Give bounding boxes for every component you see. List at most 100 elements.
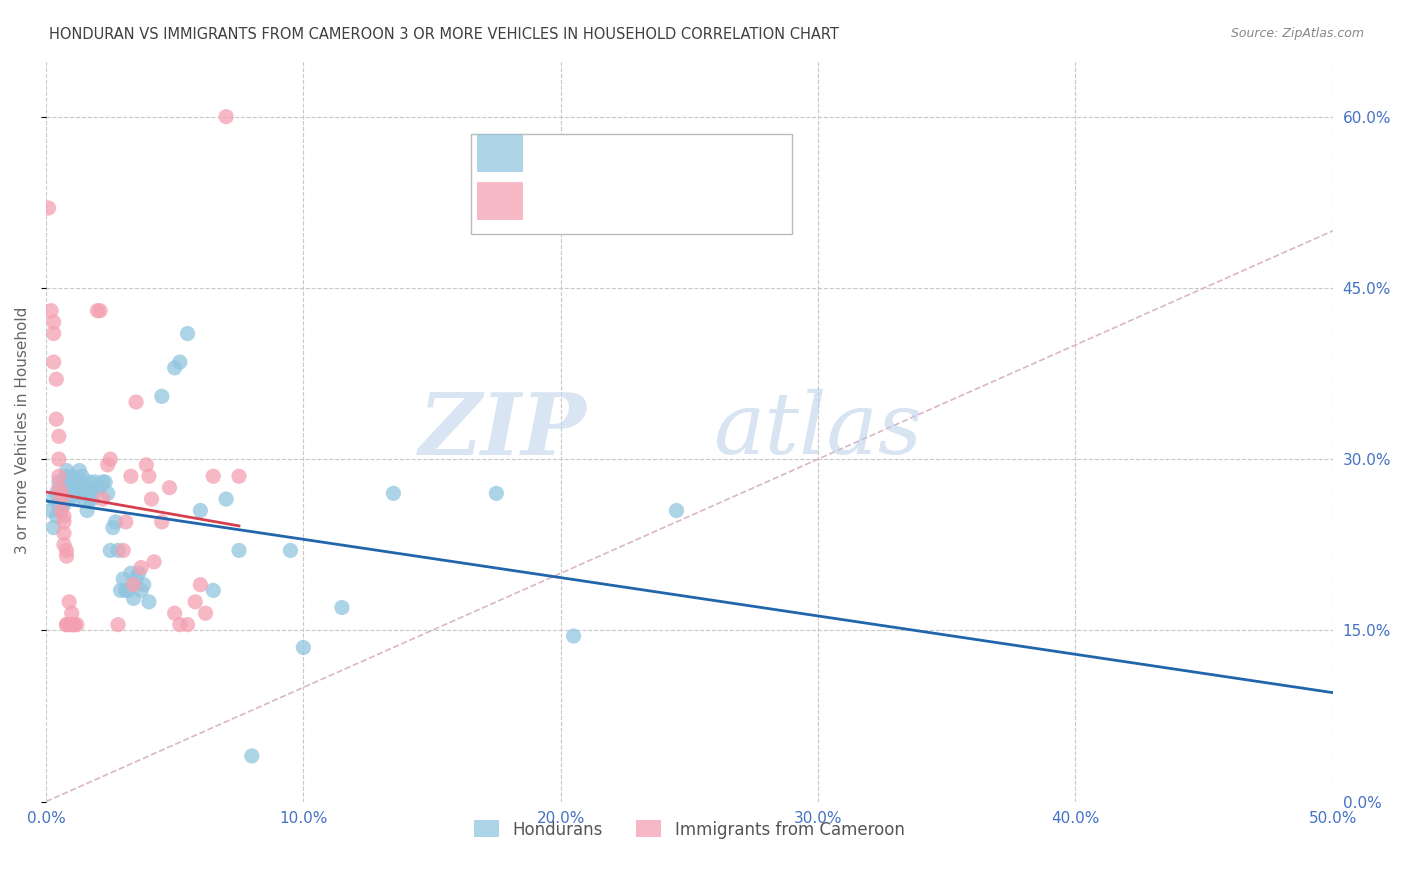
Point — [280, 543, 302, 558]
Point — [53, 526, 76, 541]
Point — [39, 503, 62, 517]
Point — [129, 560, 152, 574]
Point — [97, 486, 120, 500]
Text: R = 0.370   N = 57: R = 0.370 N = 57 — [536, 192, 707, 210]
Point — [665, 503, 688, 517]
Legend: Hondurans, Immigrants from Cameroon: Hondurans, Immigrants from Cameroon — [468, 814, 911, 846]
Point — [114, 515, 136, 529]
Point — [82, 492, 104, 507]
Point — [60, 606, 83, 620]
Point — [70, 469, 93, 483]
Point — [79, 475, 101, 489]
Point — [485, 486, 508, 500]
Point — [104, 515, 127, 529]
Point — [202, 469, 225, 483]
Point — [55, 543, 77, 558]
Point — [94, 475, 117, 489]
Point — [55, 617, 77, 632]
Point — [76, 503, 98, 517]
Point — [66, 475, 89, 489]
Point — [63, 492, 86, 507]
Point — [117, 583, 139, 598]
Point — [51, 492, 73, 507]
Point — [48, 481, 70, 495]
Point — [45, 486, 67, 500]
Point — [53, 486, 76, 500]
Point — [51, 486, 73, 500]
Point — [101, 520, 124, 534]
Point — [114, 583, 136, 598]
Point — [98, 452, 121, 467]
Point — [169, 355, 191, 369]
Point — [42, 315, 65, 329]
Point — [150, 389, 173, 403]
Point — [60, 475, 83, 489]
Point — [150, 515, 173, 529]
Point — [190, 577, 212, 591]
Point — [228, 543, 250, 558]
Text: atlas: atlas — [713, 389, 922, 472]
Point — [45, 412, 67, 426]
Point — [122, 591, 145, 606]
Point — [98, 543, 121, 558]
Point — [55, 486, 77, 500]
Point — [53, 538, 76, 552]
Point — [176, 326, 198, 341]
Point — [58, 595, 80, 609]
Point — [169, 617, 191, 632]
Point — [91, 475, 114, 489]
FancyBboxPatch shape — [477, 134, 522, 171]
Text: HONDURAN VS IMMIGRANTS FROM CAMEROON 3 OR MORE VEHICLES IN HOUSEHOLD CORRELATION: HONDURAN VS IMMIGRANTS FROM CAMEROON 3 O… — [49, 27, 839, 42]
Point — [330, 600, 353, 615]
Point — [159, 481, 181, 495]
Point — [215, 110, 238, 124]
Point — [128, 566, 150, 581]
Point — [132, 577, 155, 591]
Point — [67, 475, 90, 489]
Point — [63, 617, 86, 632]
Point — [97, 458, 120, 472]
Point — [45, 509, 67, 524]
Point — [292, 640, 315, 655]
Point — [48, 469, 70, 483]
Point — [48, 503, 70, 517]
Point — [107, 543, 129, 558]
Point — [82, 486, 104, 500]
Point — [163, 606, 186, 620]
Point — [79, 492, 101, 507]
Point — [76, 486, 98, 500]
Point — [48, 452, 70, 467]
Text: Source: ZipAtlas.com: Source: ZipAtlas.com — [1230, 27, 1364, 40]
FancyBboxPatch shape — [477, 182, 522, 219]
Point — [120, 566, 142, 581]
Point — [60, 617, 83, 632]
Point — [215, 492, 238, 507]
Point — [112, 572, 135, 586]
Point — [228, 469, 250, 483]
Point — [176, 617, 198, 632]
Point — [89, 303, 111, 318]
Point — [60, 469, 83, 483]
Point — [194, 606, 217, 620]
Point — [58, 617, 80, 632]
Point — [42, 355, 65, 369]
Point — [110, 583, 132, 598]
Point — [125, 572, 148, 586]
Point — [48, 429, 70, 443]
Point — [48, 475, 70, 489]
Point — [63, 617, 86, 632]
Point — [51, 498, 73, 512]
Point — [184, 595, 207, 609]
Point — [55, 549, 77, 563]
Point — [73, 481, 96, 495]
Point — [66, 617, 89, 632]
Point — [125, 395, 148, 409]
Point — [55, 617, 77, 632]
Point — [382, 486, 405, 500]
Point — [562, 629, 585, 643]
Point — [45, 372, 67, 386]
Point — [138, 469, 160, 483]
Point — [73, 492, 96, 507]
Point — [86, 303, 108, 318]
Point — [53, 509, 76, 524]
